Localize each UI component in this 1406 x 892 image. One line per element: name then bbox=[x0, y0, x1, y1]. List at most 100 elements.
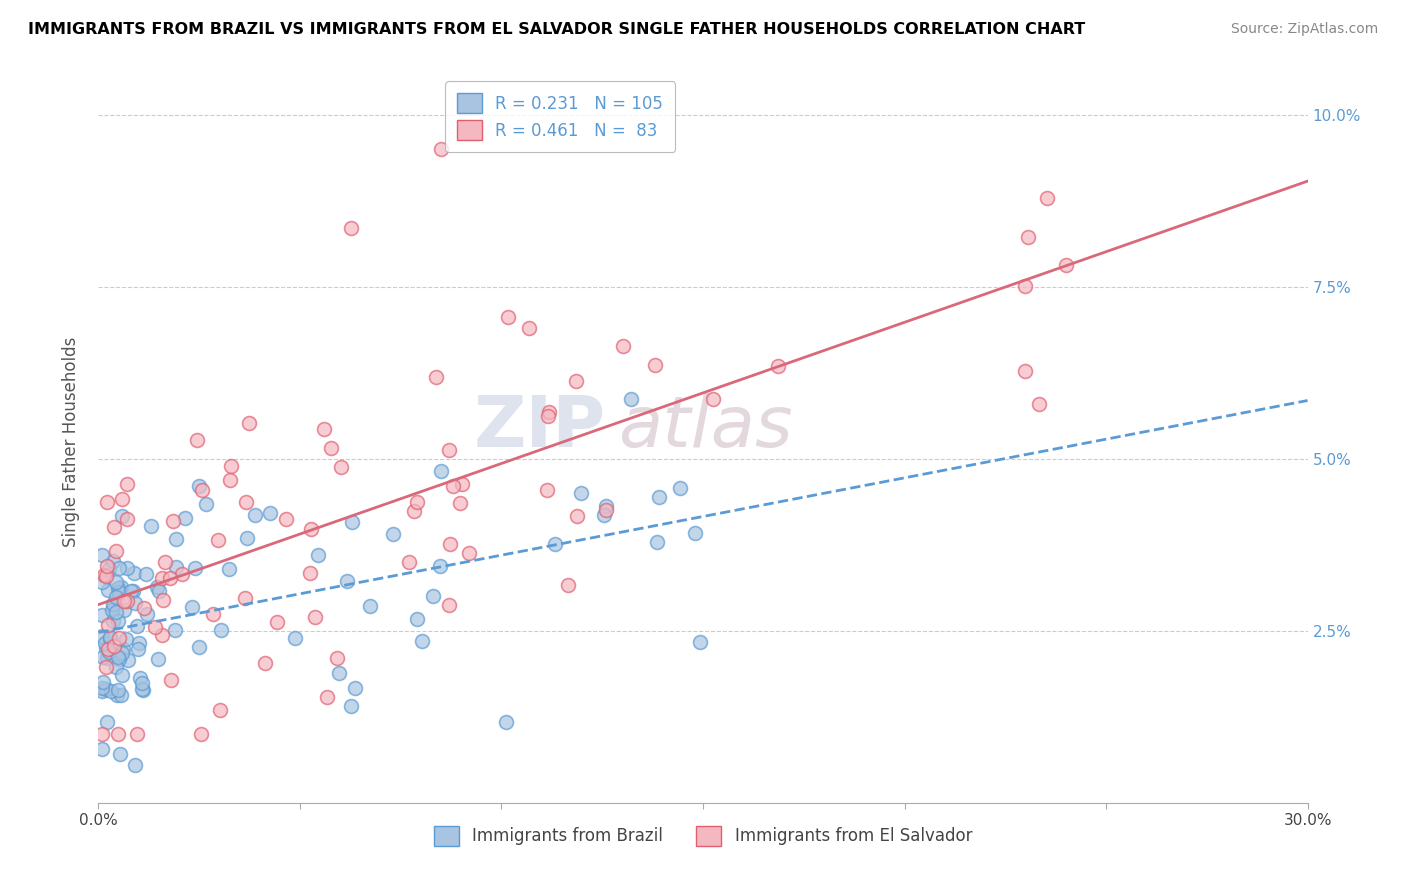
Point bbox=[117, 594, 139, 608]
Point bbox=[152, 571, 174, 585]
Point bbox=[127, 641, 149, 656]
Point bbox=[1017, 230, 1039, 244]
Point bbox=[1054, 258, 1077, 272]
Point bbox=[104, 605, 127, 619]
Point bbox=[91, 681, 114, 695]
Point bbox=[96, 558, 118, 573]
Point bbox=[319, 442, 342, 456]
Point bbox=[111, 668, 134, 682]
Point bbox=[495, 715, 517, 730]
Point bbox=[94, 636, 117, 650]
Legend: Immigrants from Brazil, Immigrants from El Salvador: Immigrants from Brazil, Immigrants from … bbox=[420, 813, 986, 860]
Point bbox=[124, 596, 146, 610]
Text: atlas: atlas bbox=[619, 392, 793, 461]
Point bbox=[91, 741, 114, 756]
Point bbox=[299, 566, 322, 581]
Point bbox=[93, 568, 115, 582]
Point bbox=[567, 508, 589, 523]
Point bbox=[132, 601, 155, 615]
Point bbox=[330, 460, 353, 475]
Point bbox=[97, 582, 120, 597]
Point bbox=[94, 681, 117, 696]
Point bbox=[135, 566, 157, 581]
Point bbox=[105, 688, 128, 702]
Point bbox=[146, 652, 169, 666]
Point bbox=[107, 614, 129, 628]
Point bbox=[163, 623, 186, 637]
Point bbox=[107, 582, 129, 596]
Point bbox=[441, 479, 464, 493]
Point bbox=[127, 727, 149, 741]
Point bbox=[111, 491, 134, 506]
Point bbox=[165, 532, 187, 546]
Point bbox=[620, 392, 643, 406]
Point bbox=[645, 534, 668, 549]
Point bbox=[101, 554, 124, 568]
Text: Source: ZipAtlas.com: Source: ZipAtlas.com bbox=[1230, 22, 1378, 37]
Point bbox=[173, 511, 195, 525]
Point bbox=[195, 497, 218, 511]
Point bbox=[402, 504, 425, 518]
Point bbox=[207, 533, 229, 547]
Text: IMMIGRANTS FROM BRAZIL VS IMMIGRANTS FROM EL SALVADOR SINGLE FATHER HOUSEHOLDS C: IMMIGRANTS FROM BRAZIL VS IMMIGRANTS FRO… bbox=[28, 22, 1085, 37]
Point bbox=[107, 649, 129, 664]
Point bbox=[307, 548, 329, 562]
Point bbox=[422, 589, 444, 603]
Point bbox=[259, 506, 281, 520]
Point bbox=[101, 603, 124, 617]
Point bbox=[103, 639, 125, 653]
Point bbox=[125, 618, 148, 632]
Point bbox=[96, 650, 118, 665]
Point bbox=[235, 495, 257, 509]
Point bbox=[136, 607, 159, 621]
Point bbox=[184, 561, 207, 575]
Point bbox=[425, 370, 447, 384]
Point bbox=[382, 527, 405, 541]
Point bbox=[299, 522, 322, 536]
Point bbox=[128, 636, 150, 650]
Point bbox=[115, 477, 138, 491]
Point bbox=[120, 584, 142, 599]
Point bbox=[648, 490, 671, 504]
Point bbox=[439, 537, 461, 551]
Point bbox=[188, 640, 211, 655]
Point bbox=[105, 543, 128, 558]
Point bbox=[131, 675, 153, 690]
Point bbox=[104, 660, 127, 674]
Point bbox=[411, 633, 433, 648]
Point bbox=[595, 503, 617, 517]
Point bbox=[148, 583, 170, 598]
Point bbox=[165, 560, 187, 574]
Point bbox=[150, 628, 173, 642]
Point bbox=[451, 477, 474, 491]
Point bbox=[669, 481, 692, 495]
Point bbox=[132, 682, 155, 697]
Point bbox=[110, 581, 132, 595]
Point bbox=[172, 566, 194, 581]
Point bbox=[91, 608, 114, 623]
Point bbox=[689, 635, 711, 649]
Point bbox=[98, 631, 121, 645]
Point bbox=[253, 657, 276, 671]
Point bbox=[336, 574, 359, 589]
Point bbox=[117, 653, 139, 667]
Point bbox=[115, 512, 138, 526]
Point bbox=[96, 715, 118, 730]
Point bbox=[131, 681, 153, 696]
Point bbox=[162, 514, 184, 528]
Point bbox=[186, 434, 208, 448]
Point bbox=[107, 631, 129, 645]
Point bbox=[187, 479, 209, 493]
Point bbox=[1028, 397, 1050, 411]
Point bbox=[1014, 363, 1036, 377]
Point bbox=[91, 684, 114, 698]
Point bbox=[304, 610, 326, 624]
Point bbox=[190, 483, 212, 498]
Point bbox=[557, 578, 579, 592]
Point bbox=[91, 548, 114, 562]
Point bbox=[536, 483, 558, 497]
Point bbox=[644, 358, 666, 372]
Point bbox=[496, 310, 519, 324]
Point bbox=[98, 562, 121, 576]
Point bbox=[211, 623, 233, 637]
